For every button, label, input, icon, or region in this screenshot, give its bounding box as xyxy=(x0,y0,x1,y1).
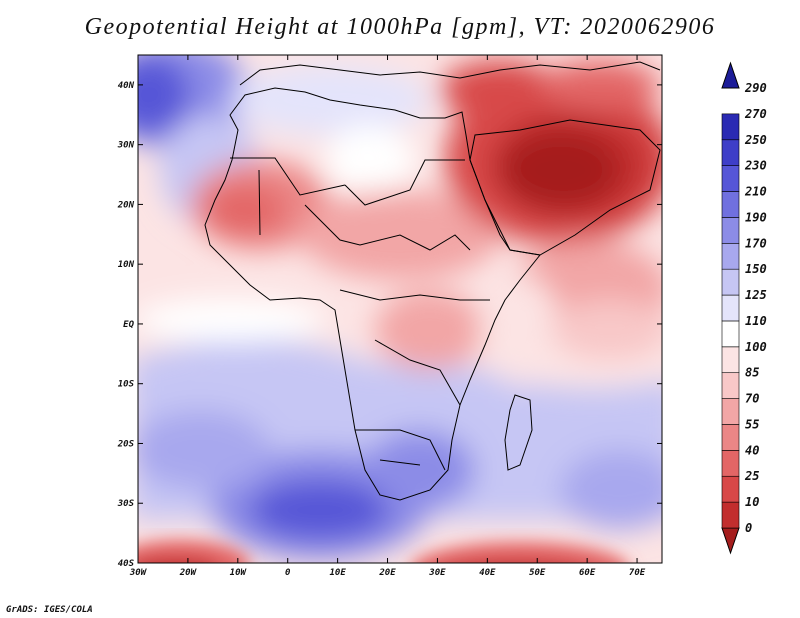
colorbar-swatch xyxy=(721,398,740,425)
longitude-axis: 30W 20W 10W 0 10E 20E 30E 40E 50E 60E 70E xyxy=(129,55,646,578)
map-frame xyxy=(137,54,663,564)
colorbar-swatch xyxy=(721,217,740,244)
colorbar-swatch xyxy=(721,242,740,270)
lon-tick-label: 50E xyxy=(529,568,546,578)
lat-tick-label: 30N xyxy=(117,141,135,151)
lat-tick-label: 40N xyxy=(118,81,135,91)
lon-tick-label: 40E xyxy=(479,568,496,578)
colorbar: 0 10 25 40 55 70 85 100 110 125 150 170 190 210 230 250… xyxy=(721,61,767,555)
colorbar-label: 10 xyxy=(745,495,759,509)
colorbar-label: 290 xyxy=(744,81,767,95)
colorbar-label: 170 xyxy=(745,236,767,250)
colorbar-label: 25 xyxy=(744,469,759,483)
lon-tick-label: 60E xyxy=(579,568,596,578)
colorbar-label: 250 xyxy=(744,133,767,147)
lon-tick-label: 20E xyxy=(378,568,396,578)
colorbar-swatch xyxy=(721,139,740,166)
plot-title: Geopotential Height at 1000hPa [gpm], VT… xyxy=(84,14,716,40)
colorbar-swatch xyxy=(721,320,740,348)
colorbar-swatch xyxy=(721,294,740,322)
coastlines xyxy=(204,61,661,501)
colorbar-label: 230 xyxy=(744,159,767,173)
colorbar-label: 70 xyxy=(745,392,759,406)
colorbar-swatch xyxy=(721,501,740,529)
colorbar-label: 190 xyxy=(745,210,767,224)
latitude-axis: 40N 30N 20N 10N EQ 10S 20S 30S 40S xyxy=(117,81,662,569)
software-credit: GrADS: IGES/COLA xyxy=(6,605,93,615)
colorbar-label: 100 xyxy=(745,340,767,354)
colorbar-label: 110 xyxy=(745,314,767,328)
colorbar-swatch xyxy=(721,346,740,374)
lat-tick-label: 30S xyxy=(117,499,135,509)
colorbar-label: 55 xyxy=(745,417,759,431)
colorbar-max-arrow xyxy=(721,61,740,89)
lon-tick-label: 0 xyxy=(285,568,291,578)
lat-tick-label: 40S xyxy=(118,559,135,569)
colorbar-label: 270 xyxy=(744,107,767,121)
colorbar-label: 85 xyxy=(745,366,759,380)
lon-tick-label: 30E xyxy=(428,568,446,578)
colorbar-swatch xyxy=(721,113,740,141)
lon-tick-label: 20W xyxy=(179,568,198,578)
colorbar-swatch xyxy=(721,475,740,503)
colorbar-swatch xyxy=(721,191,740,218)
colorbar-swatch xyxy=(721,450,740,477)
colorbar-swatch xyxy=(721,424,740,451)
lat-tick-label: 10N xyxy=(118,260,135,270)
lat-tick-label: 10S xyxy=(118,380,135,390)
colorbar-label: 40 xyxy=(745,443,759,457)
lon-tick-label: 10E xyxy=(329,568,346,578)
colorbar-label: 150 xyxy=(745,262,767,276)
colorbar-label: 210 xyxy=(744,185,767,199)
colorbar-swatch xyxy=(721,372,740,399)
lon-tick-label: 10W xyxy=(230,568,248,578)
lat-tick-label: 20S xyxy=(117,439,135,449)
lon-tick-label: 30W xyxy=(129,568,148,578)
colorbar-label: 125 xyxy=(745,288,767,302)
colorbar-min-arrow xyxy=(721,527,740,555)
colorbar-swatch xyxy=(721,268,740,296)
lat-tick-label: 20N xyxy=(117,200,135,210)
colorbar-label: 0 xyxy=(745,521,752,535)
colorbar-swatch xyxy=(721,165,740,192)
lon-tick-label: 70E xyxy=(629,568,646,578)
lat-tick-label: EQ xyxy=(123,320,134,330)
